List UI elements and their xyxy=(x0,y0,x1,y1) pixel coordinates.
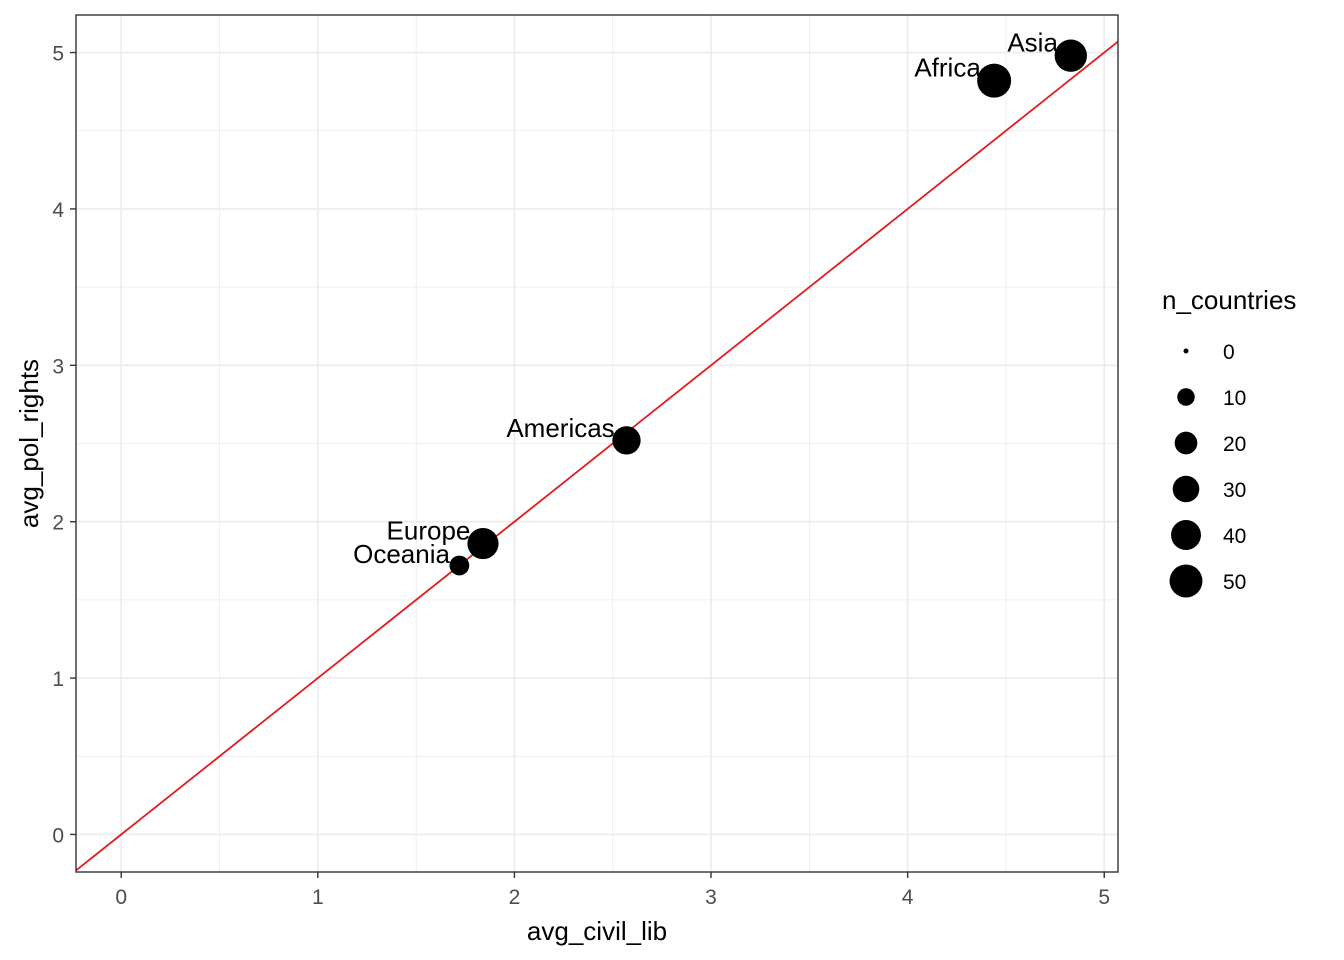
point-asia xyxy=(1054,39,1087,72)
legend-label-50: 50 xyxy=(1223,571,1246,594)
x-tick-label: 5 xyxy=(1098,886,1110,909)
point-label-americas: Americas xyxy=(506,413,614,443)
y-tick-label: 2 xyxy=(52,512,64,535)
legend-label-10: 10 xyxy=(1223,387,1246,410)
legend-label-30: 30 xyxy=(1223,479,1246,502)
x-axis-ticks: 0 1 2 3 4 5 xyxy=(115,872,1110,909)
y-tick-label: 4 xyxy=(52,199,64,222)
panel-border xyxy=(75,14,1119,873)
y-axis-ticks: 0 1 2 3 4 5 xyxy=(52,43,76,847)
legend-key-40 xyxy=(1171,520,1201,550)
grid-major-lines xyxy=(76,15,1118,872)
y-tick-label: 0 xyxy=(52,824,64,847)
point-label-oceania: Oceania xyxy=(353,539,450,569)
x-tick-label: 2 xyxy=(509,886,521,909)
grid-minor-lines xyxy=(76,15,1118,872)
legend-label-20: 20 xyxy=(1223,433,1246,456)
reference-line xyxy=(75,40,1119,872)
legend-title: n_countries xyxy=(1162,285,1296,315)
y-tick-label: 5 xyxy=(52,43,64,66)
point-label-asia: Asia xyxy=(1007,28,1058,58)
y-tick-label: 1 xyxy=(52,668,64,691)
legend-key-20 xyxy=(1174,431,1198,455)
x-tick-label: 1 xyxy=(312,886,324,909)
y-tick-label: 3 xyxy=(52,355,64,378)
point-oceania xyxy=(449,555,470,576)
reference-line-layer xyxy=(75,40,1119,872)
x-axis-title: avg_civil_lib xyxy=(527,916,667,946)
point-africa xyxy=(977,63,1012,98)
legend-key-10 xyxy=(1177,388,1195,406)
x-tick-label: 3 xyxy=(705,886,717,909)
points-layer xyxy=(449,39,1087,576)
legend-key-30 xyxy=(1172,475,1200,503)
point-label-africa: Africa xyxy=(914,52,981,82)
point-europe xyxy=(467,527,499,560)
x-tick-label: 0 xyxy=(115,886,127,909)
point-label-europe: Europe xyxy=(387,516,471,546)
y-axis-title: avg_pol_rights xyxy=(14,359,44,528)
legend-label-0: 0 xyxy=(1223,341,1235,364)
legend-entries: 0 10 20 30 40 50 xyxy=(1169,341,1246,598)
x-tick-label: 4 xyxy=(902,886,914,909)
legend: n_countries 0 10 20 30 40 50 xyxy=(1162,285,1296,598)
legend-key-50 xyxy=(1169,564,1203,598)
point-americas xyxy=(612,426,641,455)
legend-label-40: 40 xyxy=(1223,525,1246,548)
legend-key-0 xyxy=(1183,348,1189,354)
